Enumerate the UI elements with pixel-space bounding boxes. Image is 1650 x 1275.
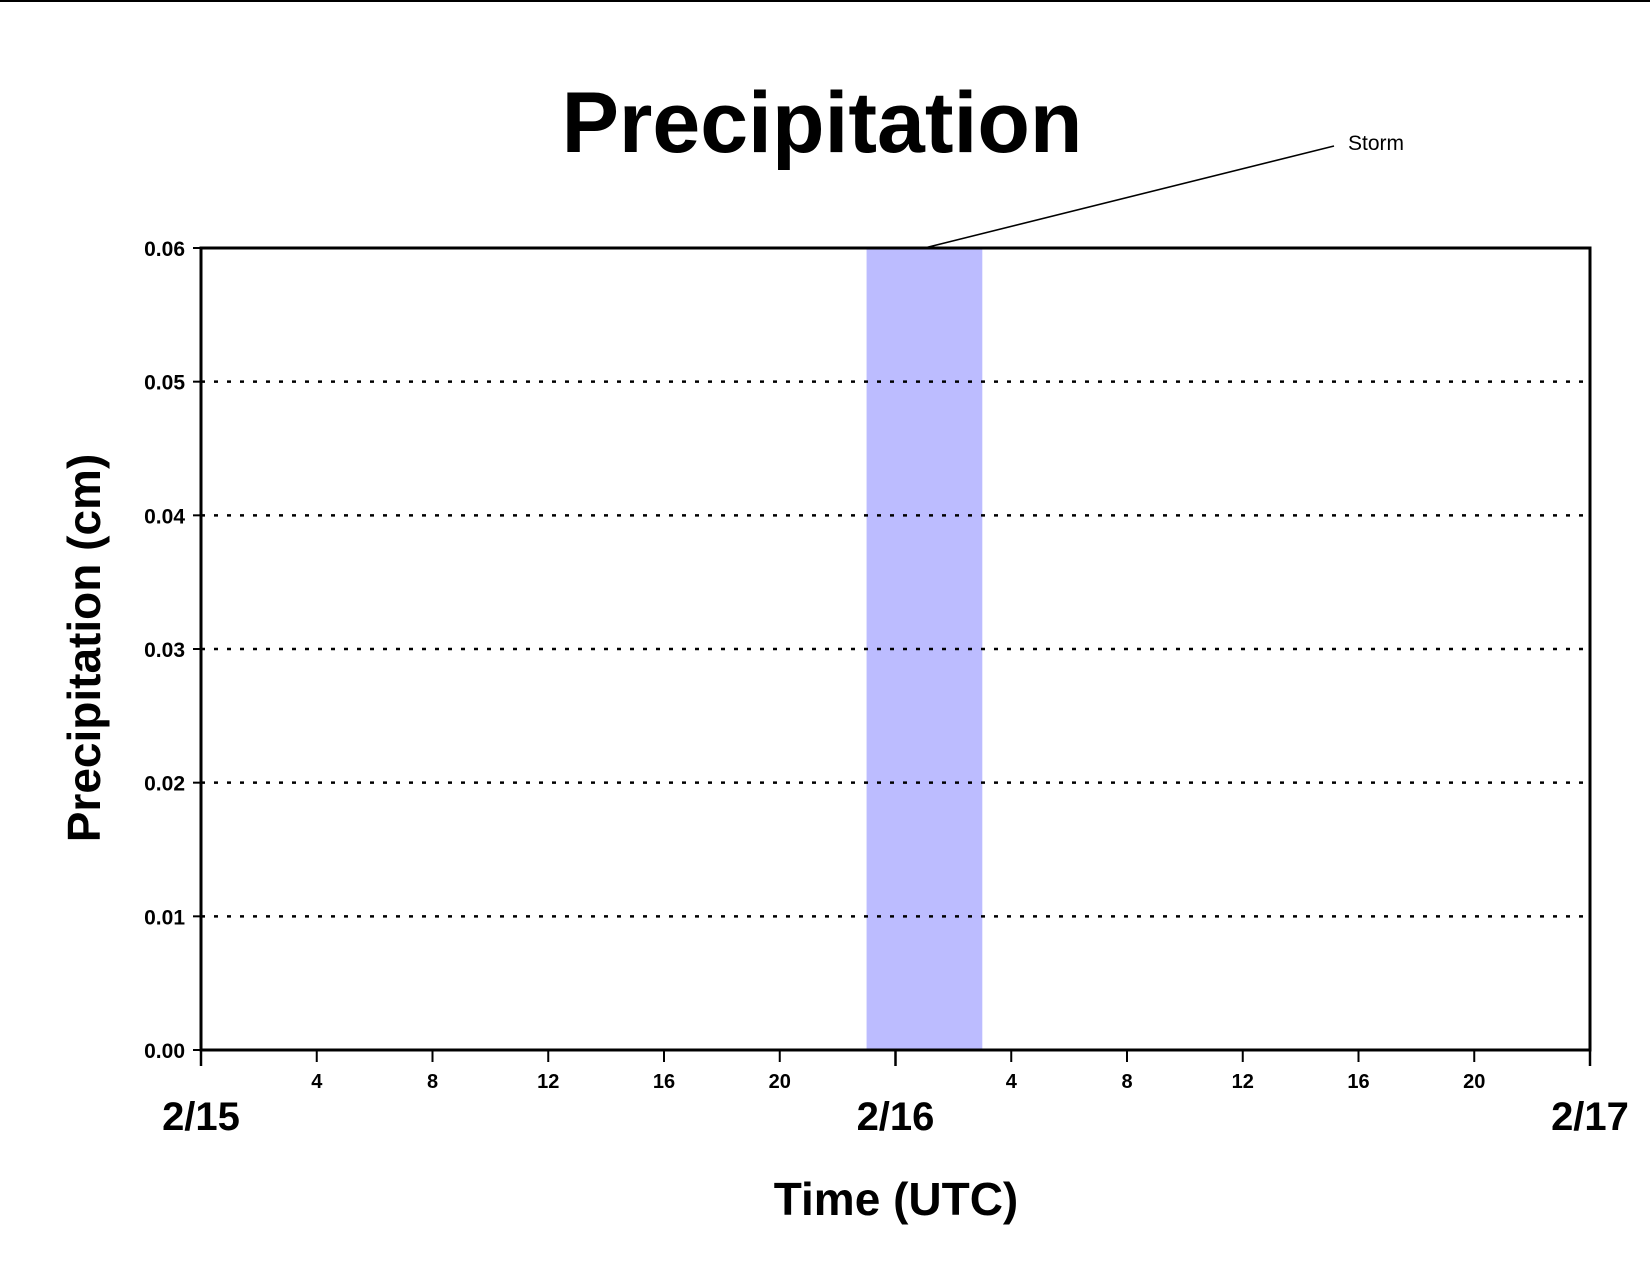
x-tick-label: 12 xyxy=(1232,1071,1254,1093)
y-tick-label: 0.03 xyxy=(144,639,185,662)
y-axis-ticks: 0.00 0.01 0.02 0.03 0.04 0.05 0.06 xyxy=(144,238,201,1063)
storm-annotation-leader xyxy=(924,145,1335,249)
x-tick-label: 12 xyxy=(537,1071,559,1093)
x-date-label: 2/17 xyxy=(1551,1095,1629,1139)
storm-annotation-label: Storm xyxy=(1348,132,1404,155)
x-tick-label: 8 xyxy=(427,1071,438,1093)
y-tick-label: 0.00 xyxy=(144,1040,185,1063)
y-tick-label: 0.01 xyxy=(144,906,185,929)
x-axis-ticks: 4 8 12 16 20 4 8 12 16 20 2/15 2/16 2/17 xyxy=(162,1050,1629,1139)
x-tick-label: 8 xyxy=(1121,1071,1132,1093)
y-tick-label: 0.02 xyxy=(144,773,185,796)
storm-highlight-band xyxy=(866,248,983,1050)
x-tick-label: 4 xyxy=(311,1071,323,1093)
x-date-label: 2/15 xyxy=(162,1095,240,1139)
y-axis-title: Precipitation (cm) xyxy=(58,454,110,843)
x-date-label: 2/16 xyxy=(857,1095,935,1139)
y-tick-label: 0.05 xyxy=(144,372,185,395)
x-axis-title: Time (UTC) xyxy=(774,1173,1019,1225)
chart-title: Precipitation xyxy=(562,75,1083,171)
x-tick-label: 4 xyxy=(1006,1071,1018,1093)
x-tick-label: 20 xyxy=(769,1071,791,1093)
gridlines xyxy=(201,380,1590,918)
y-tick-label: 0.04 xyxy=(144,505,185,528)
x-tick-label: 16 xyxy=(653,1071,675,1093)
x-tick-label: 20 xyxy=(1463,1071,1485,1093)
y-tick-label: 0.06 xyxy=(144,238,185,261)
x-tick-label: 16 xyxy=(1347,1071,1369,1093)
top-border-line xyxy=(0,0,1650,2)
